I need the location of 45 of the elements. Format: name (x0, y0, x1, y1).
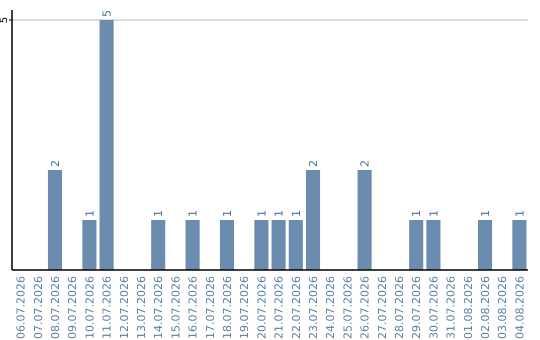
x-tick-label: 21.07.2026 (272, 276, 286, 339)
x-tick-label: 24.07.2026 (324, 276, 338, 339)
data-label: 2 (307, 160, 320, 167)
x-tick-label: 07.07.2026 (32, 276, 45, 339)
data-label: 1 (479, 210, 492, 217)
x-tick-label: 17.07.2026 (204, 276, 217, 339)
data-label: 1 (290, 210, 303, 217)
x-tick-label: 11.07.2026 (100, 276, 114, 339)
x-tick-label: 04.08.2026 (513, 276, 526, 339)
x-tick-label: 29.07.2026 (410, 276, 424, 339)
x-tick-label: 28.07.2026 (393, 276, 406, 339)
x-tick-label: 22.07.2026 (290, 276, 303, 339)
data-label: 1 (152, 210, 166, 217)
data-label: 1 (221, 210, 234, 217)
x-tick-label: 20.07.2026 (255, 276, 268, 339)
x-tick-label: 26.07.2026 (358, 276, 372, 339)
x-tick-label: 25.07.2026 (341, 276, 354, 339)
data-label: 1 (255, 210, 268, 217)
x-tick-label: 31.07.2026 (444, 276, 458, 339)
data-label: 1 (513, 210, 526, 217)
x-tick-label: 12.07.2026 (118, 276, 131, 339)
x-tick-label: 27.07.2026 (376, 276, 389, 339)
data-label: 1 (83, 210, 96, 217)
x-tick-label: 01.08.2026 (462, 276, 475, 339)
data-label: 1 (410, 210, 424, 217)
x-tick-label: 19.07.2026 (238, 276, 252, 339)
x-tick-label: 16.07.2026 (186, 276, 200, 339)
data-label: 5 (100, 10, 114, 17)
x-tick-label: 23.07.2026 (307, 276, 320, 339)
x-tick-label: 03.08.2026 (496, 276, 510, 339)
x-tick-label: 13.07.2026 (135, 276, 148, 339)
x-tick-label: 02.08.2026 (479, 276, 492, 339)
x-tick-label: 15.07.2026 (169, 276, 182, 339)
x-tick-label: 06.07.2026 (14, 276, 28, 339)
x-tick-label: 10.07.2026 (83, 276, 96, 339)
x-tick-label: 14.07.2026 (152, 276, 166, 339)
x-tick-label: 18.07.2026 (221, 276, 234, 339)
x-tick-label: 08.07.2026 (49, 276, 62, 339)
data-label: 1 (186, 210, 200, 217)
data-label: 1 (272, 210, 286, 217)
data-label: 1 (427, 210, 440, 217)
data-label: 2 (358, 160, 372, 167)
x-tick-label: 30.07.2026 (427, 276, 440, 339)
x-tick-label: 09.07.2026 (66, 276, 80, 339)
data-label: 2 (49, 160, 62, 167)
